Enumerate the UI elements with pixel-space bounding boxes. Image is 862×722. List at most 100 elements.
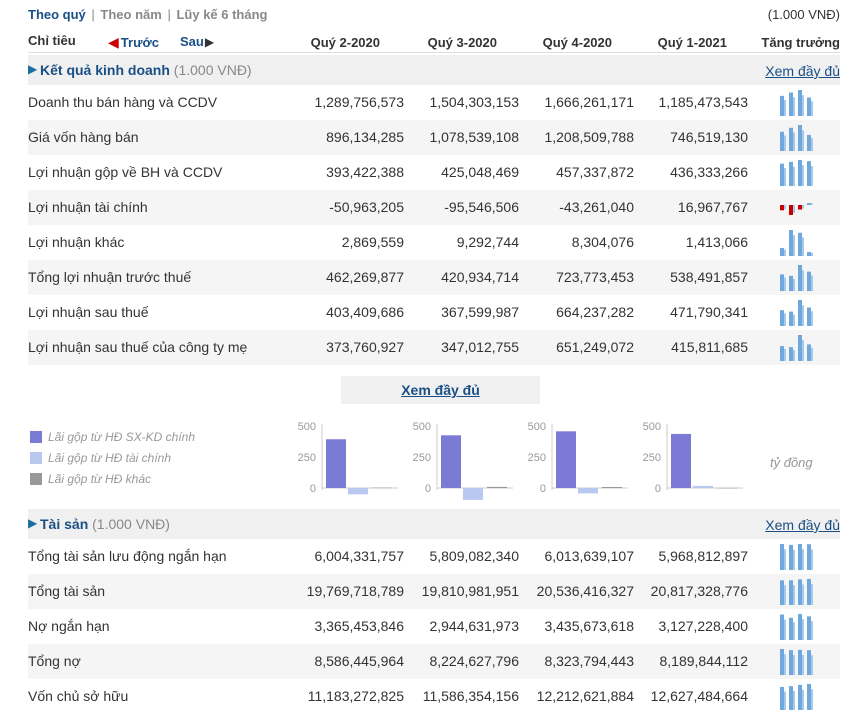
growth-sparkline: [780, 335, 813, 361]
sparkline-bar: [780, 95, 784, 116]
row-value: 19,810,981,951: [421, 583, 519, 599]
view-more-center-link[interactable]: Xem đầy đủ: [341, 376, 540, 404]
growth-sparkline: [780, 649, 813, 675]
row-value: 20,536,416,327: [536, 583, 634, 599]
prev-label: Trước: [120, 35, 159, 50]
sparkline-bar: [789, 92, 793, 116]
row-value: 896,134,285: [326, 129, 404, 145]
tab-cumulative[interactable]: Lũy kế 6 tháng: [176, 7, 268, 22]
sparkline-bar-shade: [793, 655, 795, 675]
next-button[interactable]: Sau▶: [180, 34, 214, 49]
sparkline-bar: [798, 684, 802, 710]
row-label: Lợi nhuận gộp về BH và CCDV: [28, 164, 223, 180]
triangle-right-icon: ▶: [28, 62, 38, 76]
sparkline-bar: [789, 617, 793, 640]
sparkline-bar-shade: [793, 205, 795, 213]
legend-swatch: [30, 452, 42, 464]
period-tabs-bar: Theo quý | Theo năm | Lũy kế 6 tháng (1.…: [28, 7, 840, 25]
row-value: 2,869,559: [341, 234, 404, 250]
chart-bar: [693, 485, 713, 488]
prev-button[interactable]: ◀ Trước: [108, 34, 159, 51]
sparkline-bar-shade: [784, 277, 786, 291]
row-value: -95,546,506: [444, 199, 519, 215]
sparkline-bar: [780, 649, 784, 675]
sparkline-bar-shade: [802, 165, 804, 186]
tab-year[interactable]: Theo năm: [100, 7, 162, 22]
header-label: Chỉ tiêu: [28, 33, 76, 48]
legend-item: Lãi gộp từ HĐ khác: [30, 472, 195, 493]
sparkline-bar-shade: [784, 99, 786, 116]
table-row: Lợi nhuận sau thuế của công ty mẹ 373,760…: [28, 330, 840, 365]
growth-sparkline: [780, 614, 813, 640]
row-label: Lợi nhuận khác: [28, 234, 125, 250]
table-row: Tổng lợi nhuận trước thuế 462,269,877 420,…: [28, 260, 840, 295]
chart-bar: [671, 433, 691, 488]
row-value: 19,769,718,789: [306, 583, 404, 599]
growth-sparkline: [780, 579, 813, 605]
legend-label: Lãi gộp từ HĐ khác: [48, 472, 151, 486]
row-value: 462,269,877: [326, 269, 404, 285]
row-value: 1,504,303,153: [429, 94, 519, 110]
table-row: Lợi nhuận gộp về BH và CCDV 393,422,388 42…: [28, 155, 840, 190]
row-value: 8,189,844,112: [659, 653, 749, 669]
row-value: 5,809,082,340: [429, 548, 519, 564]
sparkline-bar: [780, 544, 784, 570]
row-value: 538,491,857: [670, 269, 748, 285]
table-row: Lợi nhuận sau thuế 403,409,686 367,599,987…: [28, 295, 840, 330]
table-row: Tổng tài sản lưu động ngắn hạn 6,004,331,…: [28, 539, 840, 574]
y-tick-label: 250: [413, 452, 431, 464]
growth-sparkline: [780, 160, 813, 186]
view-more-link[interactable]: Xem đầy đủ: [765, 517, 840, 533]
tab-separator: |: [91, 7, 95, 22]
row-label: Tổng nợ: [28, 653, 81, 669]
sparkline-bar: [780, 686, 784, 710]
section-income: ▶ Kết quả kinh doanh (1.000 VNĐ) Xem đầy…: [28, 55, 840, 85]
row-label: Lợi nhuận tài chính: [28, 199, 148, 215]
sparkline-bar: [798, 544, 802, 570]
sparkline-bar: [798, 90, 802, 116]
sparkline-bar: [789, 275, 793, 291]
row-label: Lợi nhuận sau thuế của công ty mẹ: [28, 339, 248, 355]
sparkline-bar-shade: [811, 347, 813, 361]
chart-bar: [487, 486, 507, 488]
row-value: 11,586,354,156: [422, 688, 519, 704]
table-row: Doanh thu bán hàng và CCDV 1,289,756,573 1…: [28, 85, 840, 120]
sparkline-bar: [807, 134, 811, 151]
sparkline-bar-shade: [793, 549, 795, 570]
sparkline-bar-shade: [784, 585, 786, 605]
growth-sparkline: [780, 230, 813, 256]
sparkline-bar-shade: [802, 584, 804, 605]
col-header: Quý 4-2020: [542, 35, 612, 50]
chart-unit: tỷ đồng: [770, 455, 813, 470]
row-value: 8,323,794,443: [544, 653, 634, 669]
row-value: -43,261,040: [559, 199, 634, 215]
sparkline-bar: [789, 650, 793, 675]
sparkline-bar: [807, 97, 811, 116]
sparkline-bar-shade: [811, 311, 813, 326]
tab-quarter[interactable]: Theo quý: [28, 7, 86, 22]
sparkline-bar: [807, 684, 811, 710]
sparkline-bar: [798, 300, 802, 326]
view-more-link[interactable]: Xem đầy đủ: [765, 63, 840, 79]
table-row: Lợi nhuận tài chính -50,963,205 -95,546,50…: [28, 190, 840, 225]
col-header: Quý 3-2020: [427, 35, 497, 50]
row-value: 8,224,627,796: [429, 653, 519, 669]
row-value: 1,413,066: [685, 234, 748, 250]
y-tick-label: 500: [298, 421, 316, 433]
tab-separator: |: [167, 7, 171, 22]
sparkline-bar: [807, 544, 811, 570]
sparkline-bar-shade: [793, 166, 795, 186]
sparkline-bar: [798, 265, 802, 291]
y-tick-label: 0: [655, 483, 661, 495]
row-value: 16,967,767: [677, 199, 748, 215]
row-value: 746,519,130: [670, 129, 748, 145]
chart-bar: [602, 487, 622, 488]
sparkline-bar-shade: [793, 622, 795, 640]
sparkline-bar-shade: [784, 168, 786, 186]
mini-bar-chart: 500 250 0: [643, 421, 743, 495]
row-value: 9,292,744: [456, 234, 519, 250]
row-value: 8,304,076: [571, 234, 634, 250]
table-row: Giá vốn hàng bán 896,134,285 1,078,539,108…: [28, 120, 840, 155]
sparkline-bar: [780, 205, 784, 211]
table-header: Chỉ tiêu ◀ Trước Sau▶ Quý 2-2020 Quý 3-20…: [28, 31, 840, 53]
